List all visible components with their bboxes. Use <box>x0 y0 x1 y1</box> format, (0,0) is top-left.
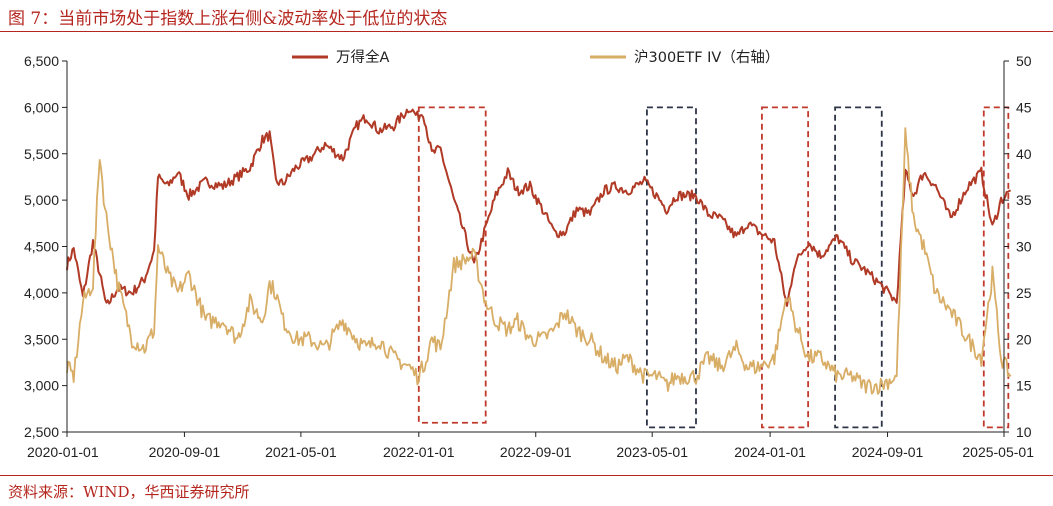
right-tick-label: 25 <box>1016 285 1032 301</box>
right-tick-label: 30 <box>1016 239 1032 255</box>
x-tick-label: 2024-09-01 <box>852 444 924 460</box>
tick-labels: 2,500 3,000 3,500 4,000 4,500 5,000 5,500 6,000… <box>24 53 1034 460</box>
highlight-box-1 <box>646 106 697 429</box>
highlight-boxes <box>417 106 1010 429</box>
left-tick-label: 5,500 <box>24 146 59 162</box>
x-tick-label: 2020-01-01 <box>27 444 99 460</box>
legend: 万得全A 沪300ETF IV（右轴） <box>292 48 779 66</box>
source-rule <box>0 475 1053 476</box>
series-line-0 <box>66 108 1011 307</box>
x-tick-label: 2023-05-01 <box>616 444 688 460</box>
series-line-1 <box>66 127 1012 395</box>
right-tick-label: 40 <box>1016 146 1032 162</box>
right-tick-label: 35 <box>1016 192 1032 208</box>
right-tick-label: 50 <box>1016 53 1032 69</box>
axes <box>62 60 1009 437</box>
x-tick-label: 2025-05-01 <box>962 444 1034 460</box>
right-tick-label: 20 <box>1016 331 1032 347</box>
left-tick-label: 5,000 <box>24 192 59 208</box>
left-tick-label: 6,500 <box>24 53 59 69</box>
x-tick-label: 2022-09-01 <box>500 444 572 460</box>
x-tick-label: 2021-05-01 <box>265 444 337 460</box>
figure-title: 图 7：当前市场处于指数上涨右侧&波动率处于低位的状态 <box>8 9 448 29</box>
highlight-box-3 <box>834 106 883 429</box>
right-tick-label: 15 <box>1016 378 1032 394</box>
left-tick-label: 2,500 <box>24 424 59 440</box>
highlight-box-0 <box>417 106 487 424</box>
left-tick-label: 3,500 <box>24 331 59 347</box>
left-tick-label: 3,000 <box>24 378 59 394</box>
legend-label-1: 沪300ETF IV（右轴） <box>634 49 779 66</box>
right-tick-label: 10 <box>1016 424 1032 440</box>
right-tick-label: 45 <box>1016 99 1032 115</box>
x-tick-label: 2022-01-01 <box>383 444 455 460</box>
left-tick-label: 6,000 <box>24 99 59 115</box>
highlight-box-4 <box>982 106 1010 429</box>
legend-label-0: 万得全A <box>336 48 389 66</box>
left-tick-label: 4,000 <box>24 285 59 301</box>
source-note: 资料来源：WIND，华西证券研究所 <box>8 483 250 501</box>
highlight-box-2 <box>761 106 810 429</box>
left-tick-label: 4,500 <box>24 239 59 255</box>
x-tick-label: 2024-01-01 <box>734 444 806 460</box>
series-lines <box>66 108 1012 395</box>
title-rule <box>0 31 1053 32</box>
x-tick-label: 2020-09-01 <box>149 444 221 460</box>
chart: 2,500 3,000 3,500 4,000 4,500 5,000 5,500 6,000… <box>24 48 1034 460</box>
